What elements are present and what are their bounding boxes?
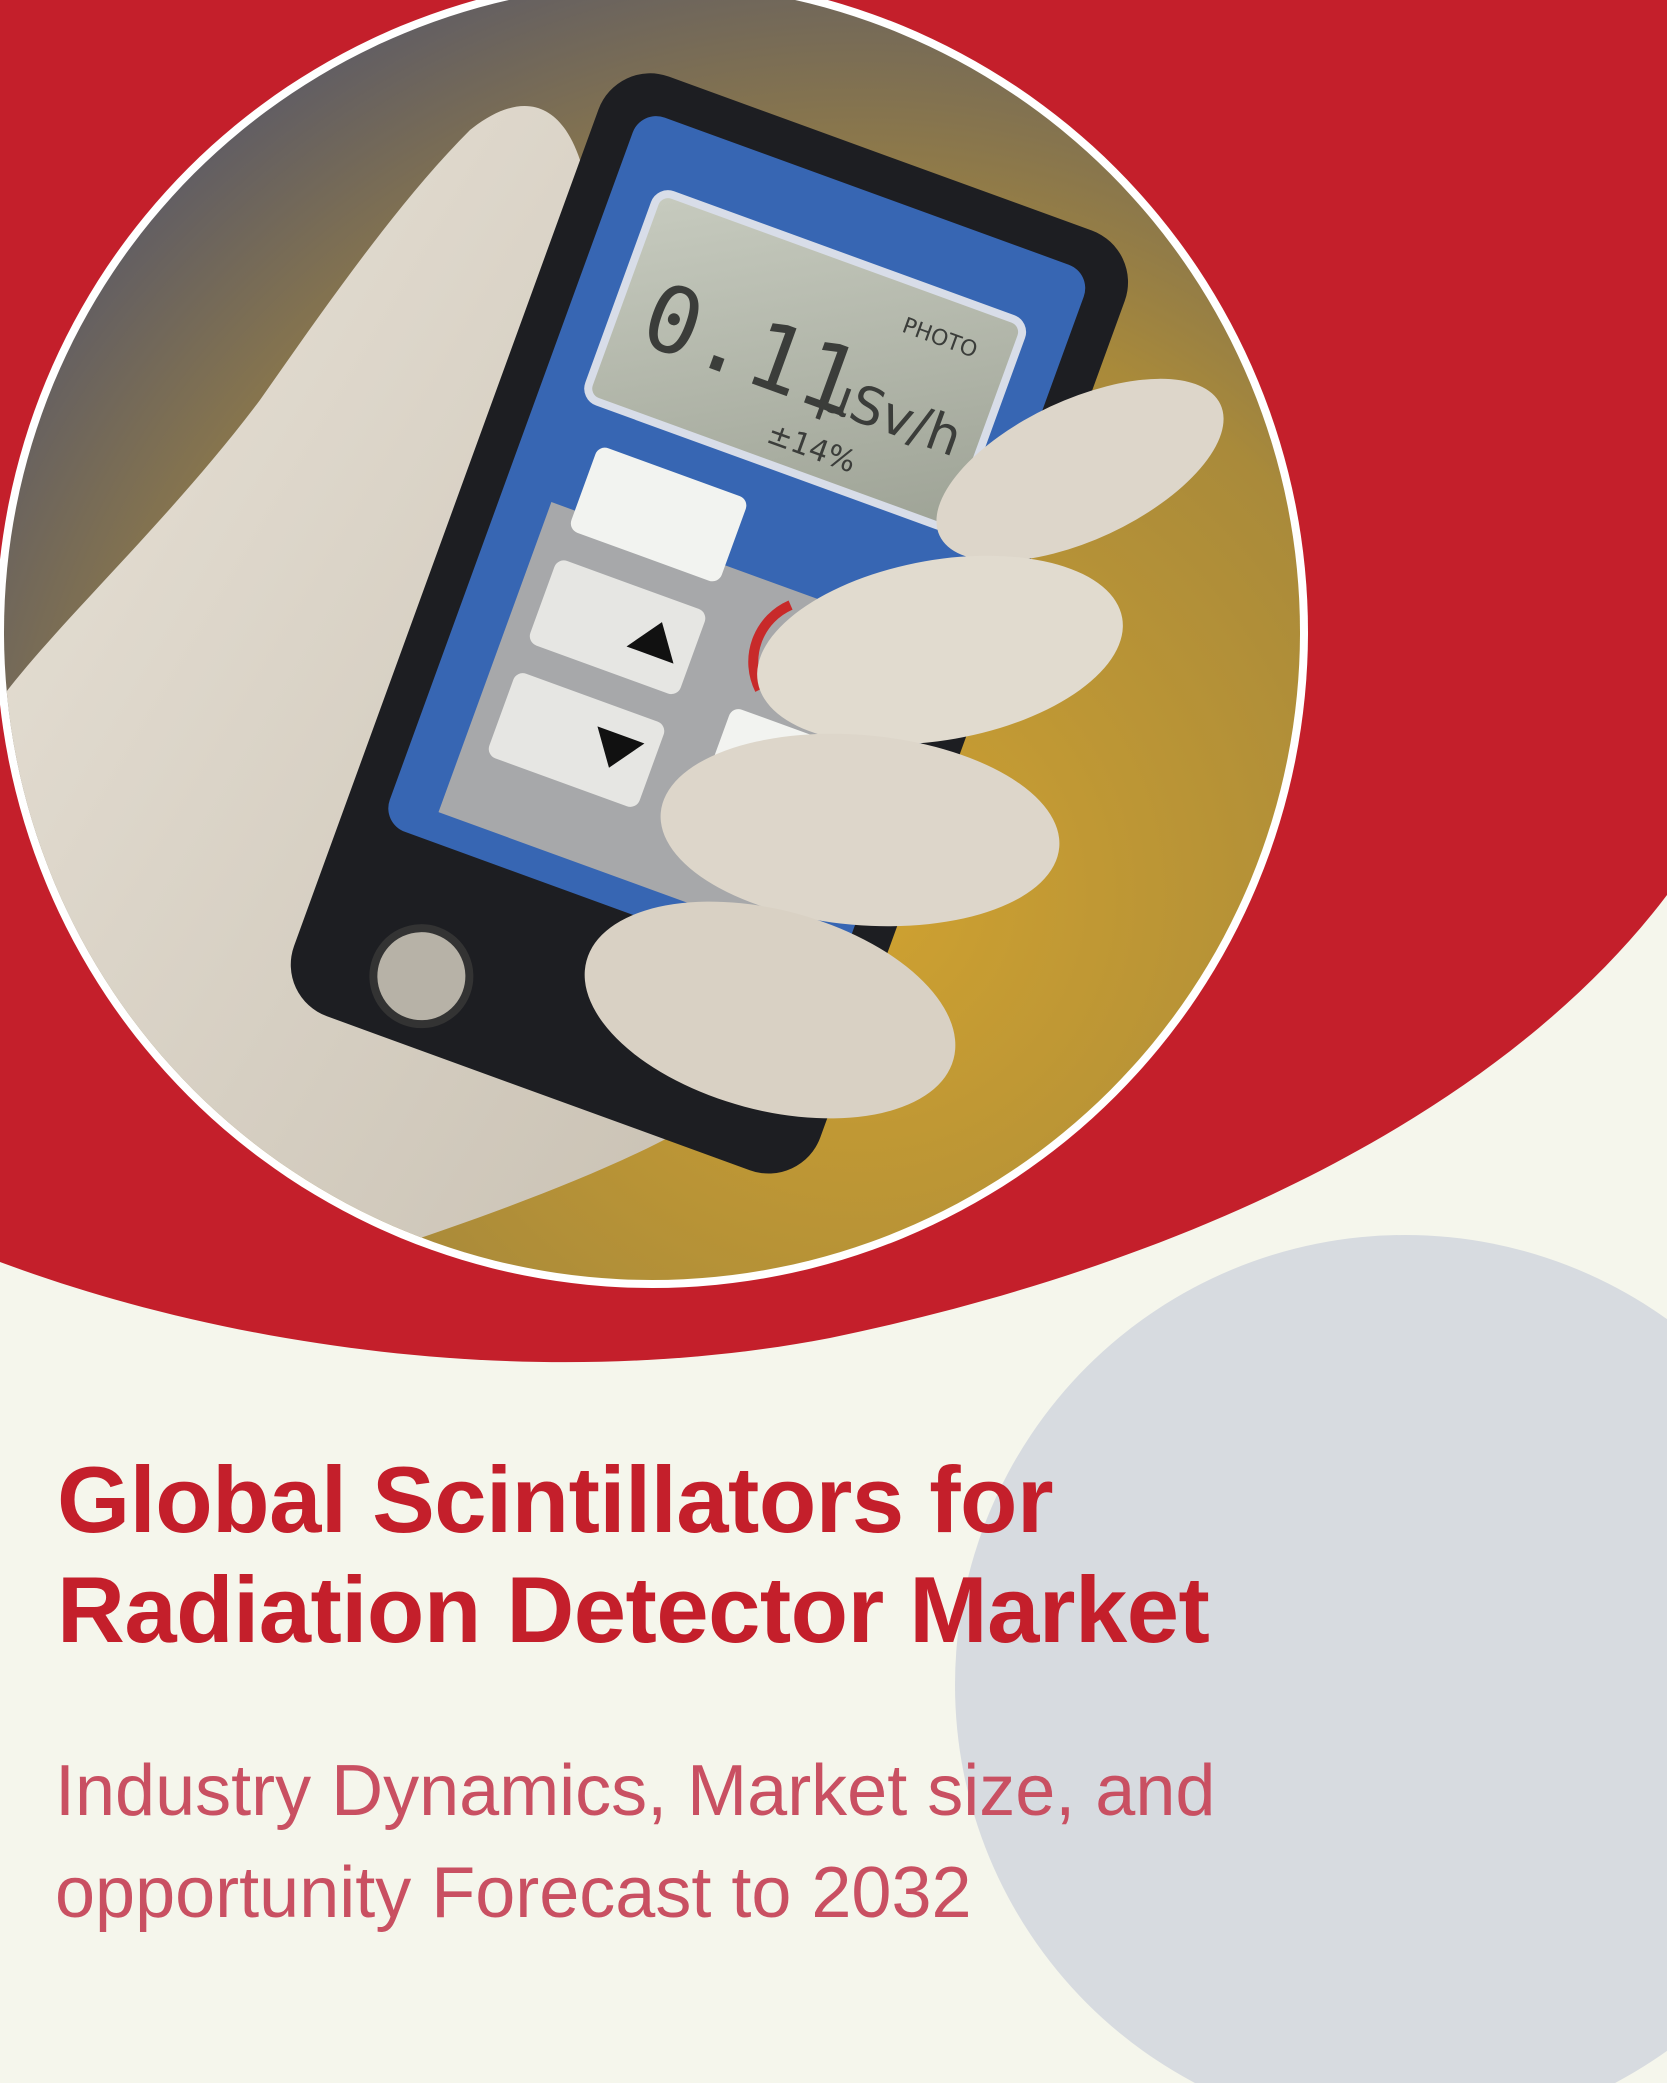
device-button-top	[570, 447, 747, 582]
grey-accent-circle	[955, 1235, 1667, 2083]
report-subtitle: Industry Dynamics, Market size, and oppo…	[55, 1740, 1215, 1944]
report-title-line-2: Radiation Detector Market	[57, 1557, 1210, 1662]
down-arrow-icon	[597, 726, 645, 768]
report-title-line-1: Global Scintillators for	[57, 1447, 1054, 1552]
up-arrow-icon	[626, 622, 674, 664]
detector-photo: 0.11 μSv/h ±14% PHOTO	[4, 0, 1300, 1280]
report-subtitle-line-1: Industry Dynamics, Market size, and	[55, 1751, 1216, 1831]
report-subtitle-line-2: opportunity Forecast to 2032	[55, 1853, 972, 1933]
report-title: Global Scintillators for Radiation Detec…	[57, 1445, 1210, 1665]
sensor-port	[369, 924, 474, 1029]
device-button-up	[529, 560, 706, 695]
device-button-down	[488, 673, 665, 807]
lcd-screen	[584, 190, 1027, 531]
